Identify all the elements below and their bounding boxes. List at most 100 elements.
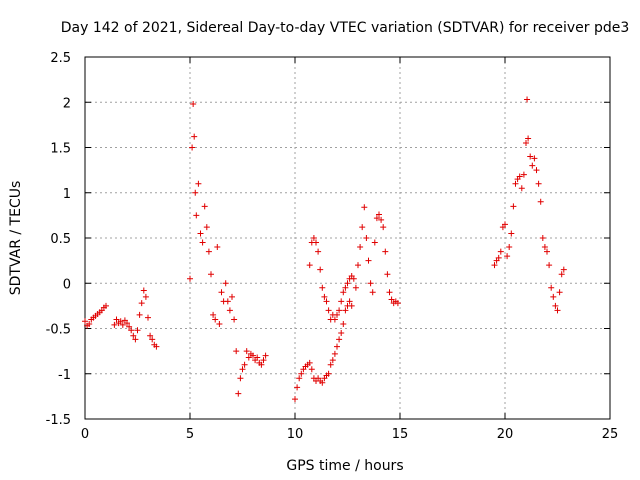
- data-point: [208, 271, 214, 278]
- data-point: [523, 139, 529, 146]
- data-point: [516, 173, 523, 180]
- data-point: [233, 348, 240, 355]
- data-point: [506, 244, 513, 251]
- data-point: [346, 298, 353, 305]
- data-point: [142, 293, 149, 300]
- x-tick-label: 5: [186, 427, 194, 442]
- data-point: [325, 370, 332, 377]
- y-tick-label: 2: [63, 96, 71, 111]
- x-axis: 0 5 10 15 20 25: [81, 57, 618, 442]
- data-point: [201, 203, 208, 210]
- data-point: [315, 248, 322, 255]
- data-point: [554, 307, 561, 314]
- data-point: [82, 318, 88, 325]
- data-point: [552, 302, 559, 309]
- data-point: [541, 244, 548, 251]
- data-point: [210, 311, 217, 318]
- data-point: [313, 239, 319, 246]
- chart-title: Day 142 of 2021, Sidereal Day-to-day VTE…: [61, 20, 630, 36]
- data-point: [325, 307, 332, 314]
- data-point: [524, 96, 531, 103]
- data-point: [308, 366, 315, 373]
- data-point: [310, 235, 317, 241]
- grid: [85, 57, 610, 419]
- data-point: [229, 293, 235, 300]
- data-point: [342, 284, 349, 291]
- data-point: [531, 155, 538, 162]
- data-point: [292, 396, 298, 403]
- data-point: [508, 230, 515, 237]
- data-point: [367, 280, 374, 287]
- data-point: [258, 361, 265, 368]
- data-point: [502, 221, 508, 228]
- data-point: [195, 180, 202, 187]
- data-point: [378, 216, 385, 223]
- data-point: [334, 343, 340, 350]
- data-point: [237, 375, 244, 382]
- data-point: [338, 330, 345, 337]
- data-point: [306, 262, 313, 269]
- data-point: [334, 311, 340, 318]
- data-point: [382, 248, 389, 255]
- data-point: [331, 350, 338, 357]
- x-tick-label: 0: [81, 427, 89, 442]
- data-point: [130, 332, 137, 339]
- data-point: [126, 323, 133, 330]
- data-point: [350, 275, 357, 282]
- data-point: [199, 239, 206, 246]
- data-point: [216, 320, 223, 327]
- data-point: [319, 379, 326, 386]
- data-point: [190, 101, 197, 108]
- y-tick-label: -1: [58, 368, 71, 383]
- data-point: [539, 235, 546, 241]
- data-point: [380, 224, 387, 231]
- data-point: [235, 390, 242, 397]
- data-point: [197, 230, 204, 237]
- data-point: [187, 275, 193, 282]
- data-point: [327, 361, 334, 368]
- data-point: [218, 289, 225, 296]
- data-point: [338, 298, 345, 305]
- data-point: [239, 366, 246, 373]
- data-point: [388, 296, 395, 303]
- data-point: [533, 167, 540, 174]
- data-point: [138, 300, 145, 307]
- data-point: [357, 244, 364, 251]
- x-tick-label: 10: [287, 427, 304, 442]
- y-tick-label: 0: [63, 277, 71, 292]
- data-point: [371, 239, 378, 246]
- data-point: [340, 320, 347, 327]
- data-point: [203, 224, 210, 231]
- y-tick-label: 1: [63, 187, 71, 202]
- data-point: [352, 284, 359, 291]
- data-point: [113, 316, 120, 323]
- data-point: [153, 343, 160, 350]
- data-point: [546, 262, 553, 269]
- y-tick-label: 2.5: [50, 51, 71, 66]
- data-point: [149, 336, 156, 343]
- data-series-sdtvar: [82, 96, 567, 403]
- x-tick-label: 25: [602, 427, 619, 442]
- data-point: [520, 171, 527, 178]
- data-point: [495, 254, 502, 261]
- data-point: [191, 133, 198, 140]
- data-point: [537, 198, 544, 205]
- data-point: [342, 307, 349, 314]
- data-point: [394, 300, 401, 307]
- data-point: [124, 320, 130, 327]
- data-point: [134, 327, 141, 334]
- y-tick-label: -1.5: [46, 413, 71, 428]
- data-point: [340, 289, 347, 296]
- data-point: [321, 293, 328, 300]
- data-point: [145, 314, 151, 321]
- data-point: [140, 287, 147, 294]
- data-point: [317, 266, 324, 273]
- data-point: [376, 211, 382, 218]
- x-tick-label: 20: [497, 427, 514, 442]
- data-point: [222, 280, 229, 287]
- data-point: [550, 293, 557, 300]
- data-point: [365, 257, 372, 264]
- data-point: [243, 348, 250, 355]
- data-point: [319, 284, 326, 291]
- data-point: [518, 185, 525, 192]
